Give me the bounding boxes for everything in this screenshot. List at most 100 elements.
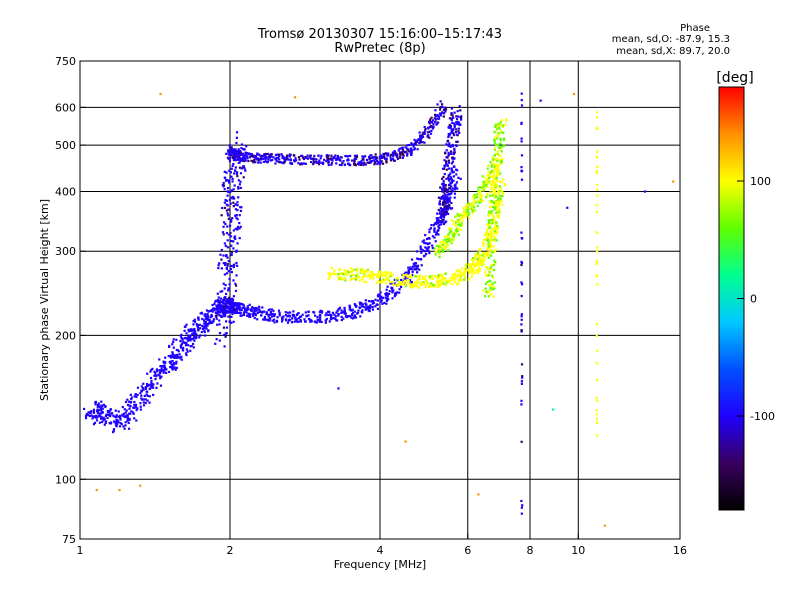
- data-point: [208, 321, 211, 324]
- data-point: [500, 180, 503, 184]
- data-point: [445, 160, 448, 163]
- data-point: [495, 239, 498, 242]
- data-point: [362, 275, 365, 279]
- data-point: [223, 333, 226, 337]
- data-point: [174, 368, 177, 371]
- data-point: [520, 380, 524, 383]
- data-point: [115, 419, 118, 422]
- data-point: [257, 158, 261, 162]
- data-point: [486, 167, 489, 170]
- data-point: [421, 240, 424, 243]
- data-point: [493, 226, 497, 230]
- data-point: [222, 282, 225, 285]
- data-point: [460, 222, 463, 225]
- data-point: [457, 218, 460, 222]
- data-point: [377, 161, 380, 165]
- data-point: [482, 289, 485, 292]
- data-point: [132, 406, 135, 409]
- data-point: [328, 313, 332, 316]
- data-point: [253, 156, 256, 159]
- data-point: [235, 171, 239, 174]
- data-point: [169, 354, 172, 357]
- data-point: [126, 413, 129, 417]
- data-point: [441, 215, 444, 218]
- data-point: [122, 415, 126, 418]
- data-point: [416, 257, 419, 260]
- data-point: [442, 203, 445, 206]
- data-point: [383, 301, 386, 305]
- y-tick-label: 400: [55, 185, 76, 198]
- data-point: [430, 282, 433, 285]
- data-point: [222, 307, 225, 311]
- data-point: [454, 144, 458, 147]
- data-point: [494, 262, 497, 265]
- data-point: [447, 153, 450, 156]
- data-point: [117, 410, 120, 413]
- data-point: [217, 296, 220, 299]
- data-point: [451, 277, 454, 280]
- data-point: [301, 313, 304, 316]
- data-point: [354, 268, 357, 271]
- data-point: [367, 161, 370, 164]
- data-point: [221, 312, 225, 315]
- data-point: [309, 154, 312, 157]
- data-point: [338, 158, 341, 162]
- data-point: [416, 266, 419, 269]
- data-point: [344, 154, 347, 158]
- data-point: [330, 157, 333, 160]
- data-point: [225, 152, 228, 155]
- data-point: [284, 159, 287, 162]
- data-point: [124, 424, 127, 427]
- data-point: [146, 384, 150, 387]
- data-point: [438, 212, 441, 215]
- data-point: [212, 320, 215, 323]
- data-point: [320, 311, 323, 314]
- data-point: [353, 159, 356, 162]
- data-point: [99, 406, 103, 410]
- data-point: [443, 167, 446, 170]
- data-point: [249, 152, 252, 155]
- data-point: [436, 117, 439, 120]
- chart-subtitle: RwPretec (8p): [334, 41, 426, 56]
- data-point: [347, 270, 350, 274]
- data-point: [595, 203, 598, 207]
- data-point: [493, 287, 496, 290]
- data-point: [229, 152, 232, 155]
- data-point: [133, 400, 136, 404]
- data-point: [175, 362, 178, 365]
- data-point: [195, 333, 198, 336]
- data-point: [252, 307, 256, 310]
- data-point: [230, 189, 233, 192]
- data-point: [418, 141, 421, 145]
- data-point: [313, 314, 317, 317]
- data-point: [479, 198, 482, 201]
- data-point: [491, 179, 494, 182]
- data-point: [499, 139, 502, 142]
- data-point: [139, 408, 142, 411]
- data-point: [398, 288, 401, 291]
- data-point: [306, 154, 309, 157]
- data-point: [365, 274, 368, 278]
- data-point: [430, 224, 433, 227]
- data-point: [95, 409, 99, 412]
- data-point: [370, 300, 373, 303]
- data-point: [231, 151, 234, 154]
- data-point: [422, 282, 425, 285]
- data-point: [230, 264, 233, 268]
- data-point: [437, 196, 441, 199]
- data-point: [218, 314, 221, 317]
- data-point: [373, 161, 377, 164]
- data-point: [315, 321, 318, 324]
- data-point: [139, 402, 142, 405]
- data-point: [472, 208, 475, 211]
- data-point: [447, 135, 450, 139]
- data-point: [423, 277, 426, 280]
- data-point: [234, 203, 237, 206]
- data-point: [385, 302, 388, 305]
- data-point: [391, 151, 394, 154]
- data-point: [172, 340, 175, 344]
- data-point: [192, 323, 195, 326]
- data-point: [443, 196, 446, 199]
- data-point: [377, 293, 380, 296]
- data-point: [361, 311, 364, 314]
